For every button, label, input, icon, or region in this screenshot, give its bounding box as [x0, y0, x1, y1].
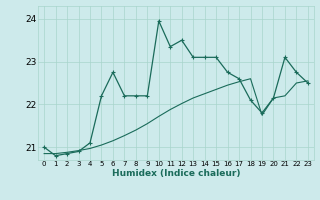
X-axis label: Humidex (Indice chaleur): Humidex (Indice chaleur) — [112, 169, 240, 178]
